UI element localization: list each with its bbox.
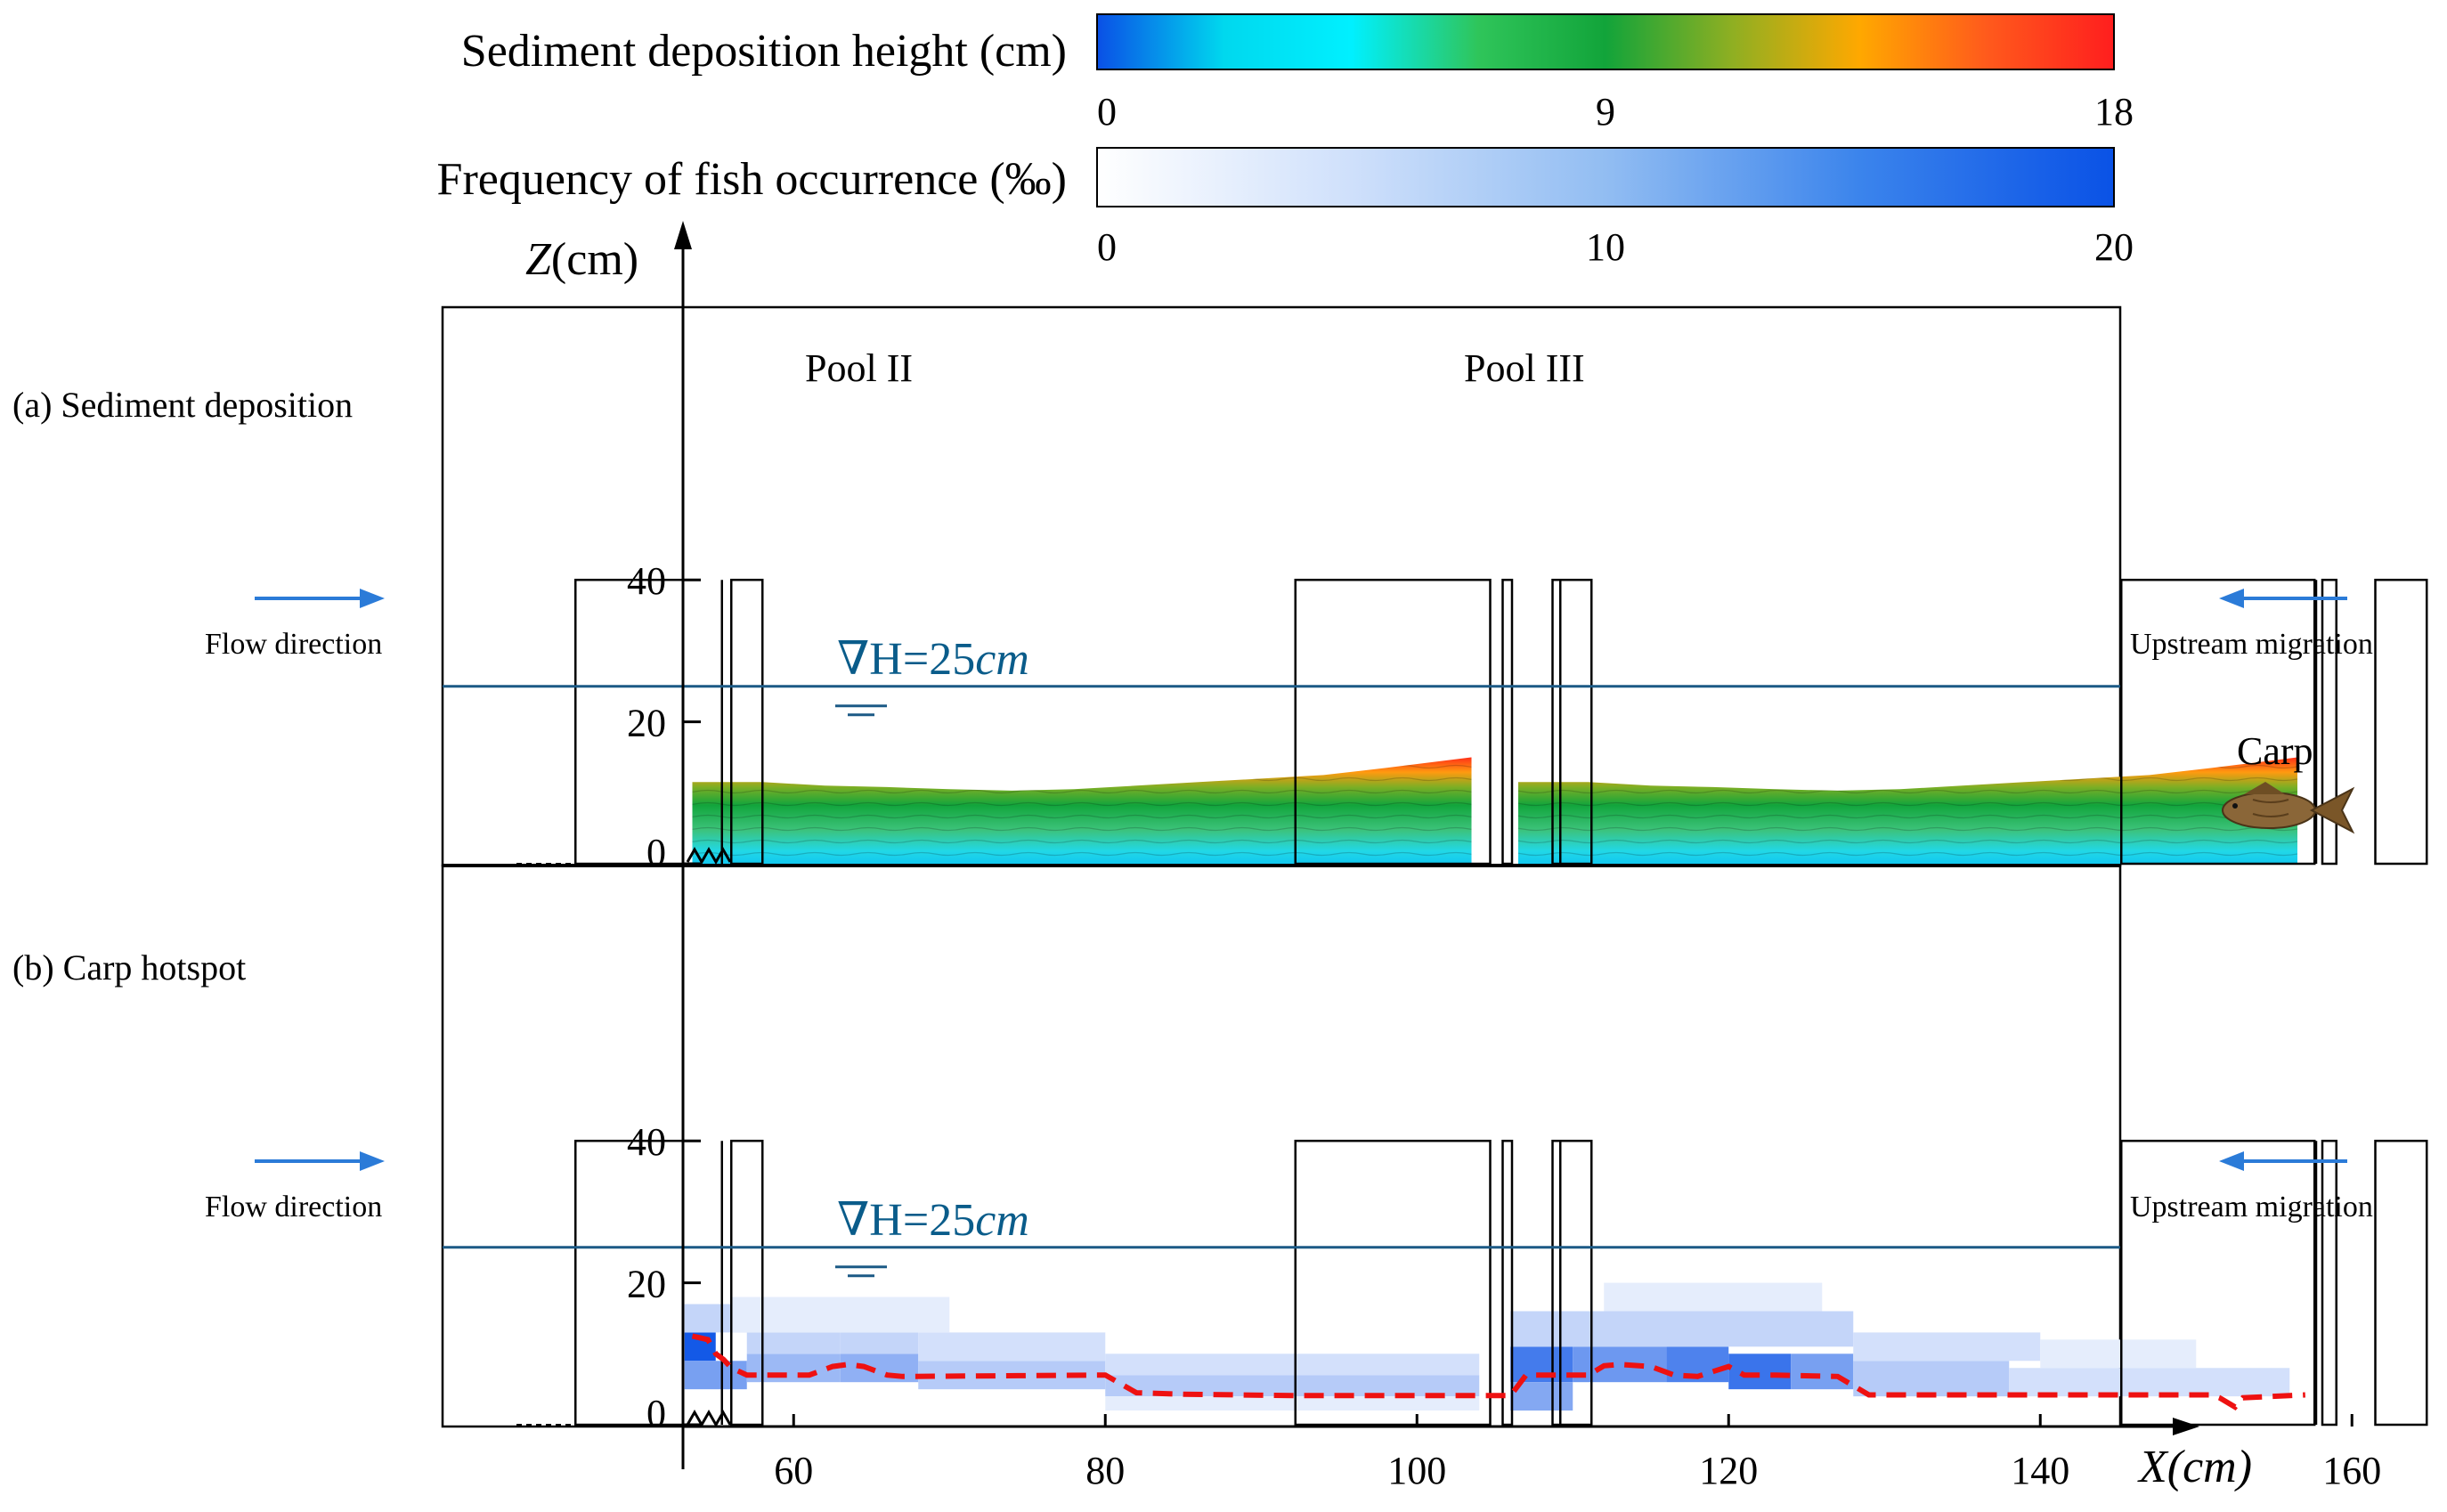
hotspot-cell: [1510, 1382, 1573, 1411]
panel-b-title: (b) Carp hotspot: [12, 947, 246, 988]
flow-arrowhead-a-icon: [360, 589, 385, 608]
hotspot-cell: [1105, 1353, 1480, 1376]
y-axis-arrowhead: [674, 221, 692, 249]
carp-mean-path-line: [691, 1333, 2305, 1410]
hotspot-cell: [840, 1332, 919, 1354]
x-axis-ticks: 60 80 100 120 140 160: [774, 1414, 2381, 1492]
x-axis: 60 80 100 120 140 160 X(cm): [683, 1414, 2381, 1492]
baffle-wall: [2321, 1139, 2337, 1427]
x-tick-label: 60: [774, 1449, 813, 1492]
fish-legend-title: Frequency of fish occurrence (‰): [437, 154, 1067, 205]
colorbar-tick-label: 0: [1097, 90, 1117, 134]
baffle-wall: [2321, 578, 2337, 866]
carp-fish-icon: [2222, 782, 2355, 834]
baffle-wall: [2120, 578, 2316, 866]
x-axis-arrowhead: [2173, 1418, 2199, 1435]
hotspot-cell: [1791, 1353, 1854, 1390]
sediment-legend: Sediment deposition height (cm) 0 9 18: [461, 13, 2134, 134]
sediment-legend-title: Sediment deposition height (cm): [461, 26, 1067, 77]
fish-colorbar: [1096, 147, 2115, 207]
fish-colorbar-ticks: 0 10 20: [1097, 225, 2134, 269]
x-tick-label: 140: [2011, 1449, 2069, 1492]
baffle-wall: [730, 1139, 764, 1427]
sediment-colorbar: [1096, 13, 2115, 70]
flow-annotation-a: Flow direction Upstream migration: [205, 589, 2373, 661]
x-tick-label: 160: [2322, 1449, 2381, 1492]
hotspot-cell: [1728, 1353, 1792, 1390]
hotspot-cell: [1105, 1396, 1480, 1411]
colorbar-tick-label: 18: [2094, 90, 2134, 134]
water-level-label: ∇H=25cm: [837, 1195, 1029, 1246]
flow-label-a: Flow direction: [205, 628, 382, 661]
flow-arrowhead-b-icon: [360, 1151, 385, 1171]
baffle-wall: [1501, 578, 1514, 866]
hotspot-cell: [1604, 1282, 1823, 1312]
hotspot-cell: [918, 1332, 1106, 1362]
y-tick-label-b: 20: [627, 1263, 666, 1306]
hotspot-cell: [1573, 1346, 1667, 1383]
migration-label-b: Upstream migration: [2130, 1191, 2373, 1223]
baffle-wall: [1294, 1139, 1492, 1427]
panel-a-water-level: ∇H=25cm: [443, 634, 2120, 717]
flow-annotation-b: Flow direction Upstream migration: [205, 1151, 2373, 1223]
hotspot-cell: [840, 1353, 919, 1383]
sediment-contours-pool-3: [1518, 757, 2297, 864]
colorbar-tick-label: 0: [1097, 225, 1117, 269]
pool-ii-label: Pool II: [805, 346, 913, 390]
colorbar-tick-label: 9: [1596, 90, 1615, 134]
y-axis: Z(cm) 0 20 40 0 20 40: [525, 221, 732, 1469]
y-axis-ticks: 0 20 40 0 20 40: [627, 559, 701, 1435]
colorbar-tick-label: 10: [1586, 225, 1625, 269]
migration-arrowhead-a-icon: [2219, 589, 2244, 608]
x-tick-label: 80: [1085, 1449, 1125, 1492]
y-tick-label-b: 40: [627, 1120, 666, 1164]
y-tick-label-a: 20: [627, 702, 666, 745]
flow-label-b: Flow direction: [205, 1191, 382, 1223]
y-tick-label-a: 40: [627, 559, 666, 603]
hotspot-cell: [1853, 1361, 2010, 1397]
x-axis-label: X(cm): [2137, 1442, 2252, 1492]
carp-label: Carp: [2237, 729, 2313, 773]
migration-arrowhead-b-icon: [2219, 1151, 2244, 1171]
x-tick-label: 120: [1699, 1449, 1758, 1492]
y-tick-label-a: 0: [646, 831, 666, 874]
hotspot-cell: [731, 1297, 950, 1333]
baffle-wall: [2374, 1139, 2428, 1427]
baffle-wall: [2374, 578, 2428, 866]
y-axis-label: Z(cm): [525, 234, 638, 285]
hotspot-cell: [1510, 1311, 1854, 1347]
colorbar-tick-label: 20: [2094, 225, 2134, 269]
y-tick-label-b: 0: [646, 1392, 666, 1435]
hotspot-cell: [2009, 1368, 2290, 1397]
fish-legend: Frequency of fish occurrence (‰) 0 10 20: [437, 147, 2134, 269]
axis-break-a-icon: [686, 846, 732, 866]
x-tick-label: 100: [1387, 1449, 1446, 1492]
sediment-layers: [692, 757, 2297, 864]
hotspot-cell: [2040, 1339, 2197, 1369]
pool-iii-label: Pool III: [1464, 346, 1585, 390]
hotspot-heatmap: [684, 1282, 2290, 1411]
panel-a-title: (a) Sediment deposition: [12, 385, 353, 425]
sediment-colorbar-ticks: 0 9 18: [1097, 90, 2134, 134]
water-level-label: ∇H=25cm: [837, 634, 1029, 685]
axis-break-b-icon: [686, 1409, 732, 1428]
sediment-contours-pool-2: [692, 757, 1472, 864]
panel-b-structures: [516, 1139, 2428, 1427]
hotspot-cell: [746, 1353, 841, 1383]
migration-label-a: Upstream migration: [2130, 628, 2373, 661]
panel-b-water-level: ∇H=25cm: [443, 1195, 2120, 1278]
hotspot-cell: [1853, 1332, 2041, 1362]
hotspot-cell: [746, 1332, 841, 1354]
baffle-wall: [2120, 1139, 2316, 1427]
baffle-wall: [1501, 1139, 1514, 1427]
hotspot-cell: [1105, 1375, 1480, 1397]
baffle-wall: [1551, 1139, 1593, 1427]
hotspot-cell: [684, 1361, 747, 1390]
